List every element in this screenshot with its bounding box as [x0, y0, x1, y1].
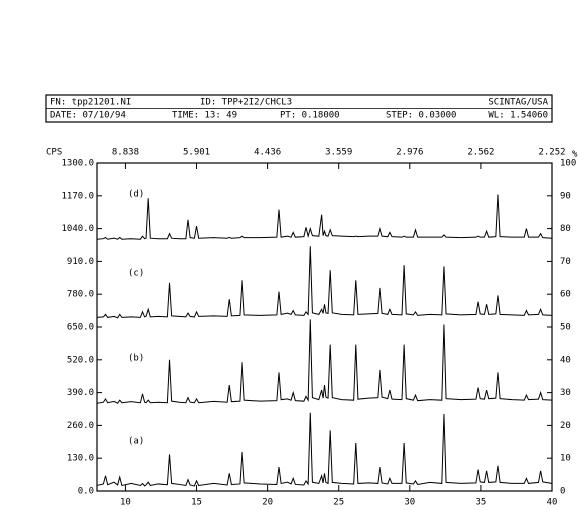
y-tick-label: 780.0 — [67, 290, 94, 300]
y2-tick-label: 60 — [560, 290, 571, 300]
trace — [96, 194, 553, 240]
y2-tick-label: 10 — [560, 454, 571, 464]
y-tick-label: 1170.0 — [61, 191, 94, 201]
y-tick-label: 520.0 — [67, 355, 94, 365]
trace — [96, 319, 553, 404]
header-date: DATE: 07/10/94 — [50, 111, 126, 121]
y-tick-label: 130.0 — [67, 454, 94, 464]
y2-tick-label: 90 — [560, 191, 571, 201]
x-tick-label: 40 — [547, 498, 558, 507]
y2-tick-label: 100 — [560, 159, 576, 169]
x2-tick-label: 2.562 — [467, 148, 494, 158]
x2-tick-label: 5.901 — [183, 148, 210, 158]
header-wl: WL: 1.54060 — [488, 111, 548, 121]
y-axis-label: CPS — [46, 148, 62, 158]
plot-frame — [96, 162, 553, 492]
y-tick-label: 390.0 — [67, 388, 94, 398]
x-tick-label: 35 — [475, 498, 486, 507]
x-tick-label: 15 — [191, 498, 202, 507]
y2-tick-label: 80 — [560, 224, 571, 234]
y-tick-label: 1040.0 — [61, 224, 94, 234]
header-time: TIME: 13: 49 — [172, 111, 237, 121]
x-tick-label: 25 — [333, 498, 344, 507]
x-tick-label: 30 — [404, 498, 415, 507]
y-tick-label: 0.0 — [78, 487, 94, 497]
x-tick-label: 10 — [120, 498, 131, 507]
header-id: ID: TPP+2I2/CHCL3 — [200, 98, 292, 108]
y-tick-label: 910.0 — [67, 257, 94, 267]
x2-tick-label: 2.976 — [396, 148, 423, 158]
y2-tick-label: 70 — [560, 257, 571, 267]
x2-tick-label: 8.838 — [112, 148, 139, 158]
y2-tick-label: 30 — [560, 388, 571, 398]
x2-tick-label: 3.559 — [325, 148, 352, 158]
y2-tick-label: 20 — [560, 421, 571, 431]
header-step: STEP: 0.03000 — [386, 111, 456, 121]
trace-label: (a) — [128, 436, 144, 446]
trace — [96, 246, 553, 319]
y2-tick-label: 0 — [560, 487, 565, 497]
y2-axis-label: % — [572, 150, 578, 160]
header-file: FN: tpp21201.NI — [50, 98, 131, 108]
y-tick-label: 650.0 — [67, 323, 94, 333]
y2-tick-label: 40 — [560, 355, 571, 365]
trace-label: (b) — [128, 354, 144, 364]
trace-label: (d) — [128, 190, 144, 200]
y2-tick-label: 50 — [560, 323, 571, 333]
header-pt: PT: 0.18000 — [280, 111, 340, 121]
y-tick-label: 1300.0 — [61, 159, 94, 169]
trace-label: (c) — [128, 268, 144, 278]
x-tick-label: 20 — [262, 498, 273, 507]
y-tick-label: 260.0 — [67, 421, 94, 431]
trace — [96, 412, 553, 487]
x2-tick-label: 4.436 — [254, 148, 281, 158]
header-vendor: SCINTAG/USA — [488, 98, 548, 108]
x2-tick-label: 2.252 — [538, 148, 565, 158]
